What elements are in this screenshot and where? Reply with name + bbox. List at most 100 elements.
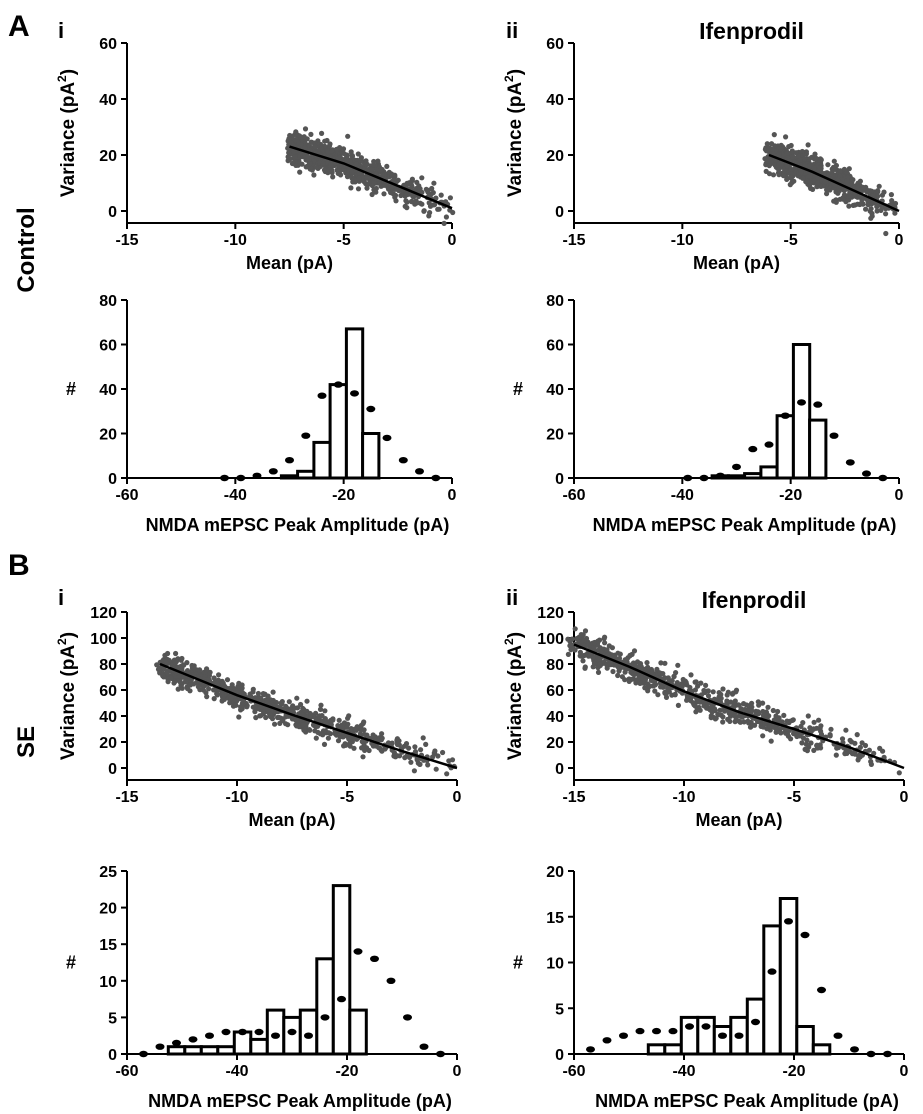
- fit-dot: [236, 474, 246, 482]
- scatter-point: [300, 721, 306, 728]
- scatter-point: [391, 177, 397, 183]
- scatter-point: [302, 140, 308, 146]
- scatter-point: [770, 172, 777, 178]
- fit-dot: [304, 1032, 313, 1039]
- scatter-point: [896, 770, 902, 776]
- scatter-point: [427, 203, 434, 209]
- scatter-point: [301, 727, 307, 733]
- histogram-bar: [328, 383, 348, 480]
- fit-dot: [635, 1027, 645, 1035]
- scatter-point: [238, 704, 244, 710]
- scatter-point: [427, 210, 433, 216]
- scatter-point: [764, 158, 771, 164]
- histogram-bar: [712, 1025, 733, 1056]
- chart-title: Ifenprodil: [699, 18, 804, 44]
- y-tick-label: 40: [99, 92, 117, 109]
- x-axis-label: Mean (pA): [249, 810, 336, 830]
- scatter-point: [304, 708, 310, 715]
- scatter-point: [250, 686, 256, 692]
- x-tick-label: -20: [782, 1063, 805, 1080]
- fit-dot: [271, 1032, 280, 1039]
- y-tick-label: 0: [108, 761, 117, 778]
- scatter-point: [447, 195, 453, 201]
- scatter-point: [814, 743, 820, 749]
- fit-dot: [188, 1036, 198, 1043]
- histogram-bar: [282, 1015, 302, 1056]
- chart-a-ii-scatter: 0 20 40 60 -15 -10 -5 0 Mean (pA) Variance (pA2) i…: [502, 18, 904, 273]
- scatter-point: [892, 210, 898, 216]
- scatter-point: [628, 676, 634, 683]
- scatter-point: [345, 133, 351, 139]
- x-tick-label: -20: [779, 487, 802, 504]
- scatter-point: [703, 682, 709, 689]
- y-axis-label: Variance (pA2): [55, 632, 79, 760]
- scatter-point: [252, 695, 259, 701]
- subpanel-label: ii: [506, 585, 518, 610]
- histogram-bar: [762, 924, 782, 1056]
- scatter-point: [824, 191, 830, 197]
- scatter-point: [582, 628, 589, 634]
- scatter-point: [175, 686, 181, 692]
- scatter-point: [720, 686, 726, 692]
- scatter-point: [178, 657, 184, 663]
- scatter-point: [377, 745, 383, 751]
- fit-dot: [767, 968, 777, 975]
- scatter-point: [741, 719, 747, 725]
- scatter-point: [409, 199, 415, 205]
- scatter-point: [244, 704, 250, 710]
- scatter-point: [770, 707, 776, 714]
- scatter-point: [325, 735, 331, 741]
- scatter-point: [760, 700, 766, 706]
- scatter-point: [413, 200, 420, 206]
- scatter-point: [804, 178, 810, 184]
- scatter-point: [211, 696, 217, 702]
- scatter-point: [766, 171, 773, 177]
- scatter-point: [590, 655, 596, 661]
- scatter-point: [775, 708, 781, 715]
- scatter-point: [352, 726, 358, 732]
- fit-dot: [845, 459, 855, 466]
- scatter-point: [335, 723, 341, 729]
- scatter-point: [260, 691, 266, 697]
- scatter-point: [322, 143, 328, 149]
- scatter-point: [346, 713, 352, 719]
- y-tick-label: 0: [555, 204, 564, 221]
- fit-dot: [415, 468, 424, 475]
- fit-dot: [683, 474, 693, 482]
- x-tick-label: -20: [335, 1063, 358, 1080]
- x-tick-label: -5: [787, 789, 801, 806]
- chart-title: Ifenprodil: [702, 587, 807, 613]
- subpanel-label: ii: [506, 18, 518, 43]
- scatter-point: [831, 166, 837, 173]
- scatter-point: [616, 666, 623, 672]
- scatter-point: [319, 130, 325, 136]
- y-tick-label: 0: [555, 1047, 564, 1064]
- y-tick-label: 120: [90, 605, 117, 622]
- x-tick-label: -15: [115, 232, 138, 249]
- y-tick-label: 100: [90, 631, 117, 648]
- scatter-point: [855, 183, 861, 189]
- y-tick-label: 120: [537, 605, 564, 622]
- scatter-point: [432, 748, 438, 754]
- scatter-point: [335, 738, 342, 744]
- scatter-point: [293, 162, 299, 168]
- scatter-point: [163, 660, 170, 666]
- scatter-point: [308, 165, 314, 171]
- panel-label-B: B: [8, 549, 30, 582]
- scatter-point: [843, 727, 849, 733]
- x-axis-label: NMDA mEPSC Peak Amplitude (pA): [595, 1091, 899, 1111]
- scatter-point: [406, 745, 412, 751]
- fit-dot: [205, 1032, 214, 1039]
- histogram-bar: [331, 884, 352, 1056]
- scatter-point: [735, 702, 742, 708]
- scatter-point: [824, 187, 830, 193]
- histogram-bar: [361, 432, 381, 480]
- x-tick-label: -20: [332, 487, 355, 504]
- scatter-point: [406, 180, 412, 186]
- scatter-point: [739, 714, 745, 720]
- scatter-point: [672, 692, 678, 698]
- scatter-point: [697, 707, 703, 713]
- scatter-point: [236, 680, 242, 687]
- scatter-point: [364, 175, 370, 181]
- fit-dot: [602, 1037, 612, 1044]
